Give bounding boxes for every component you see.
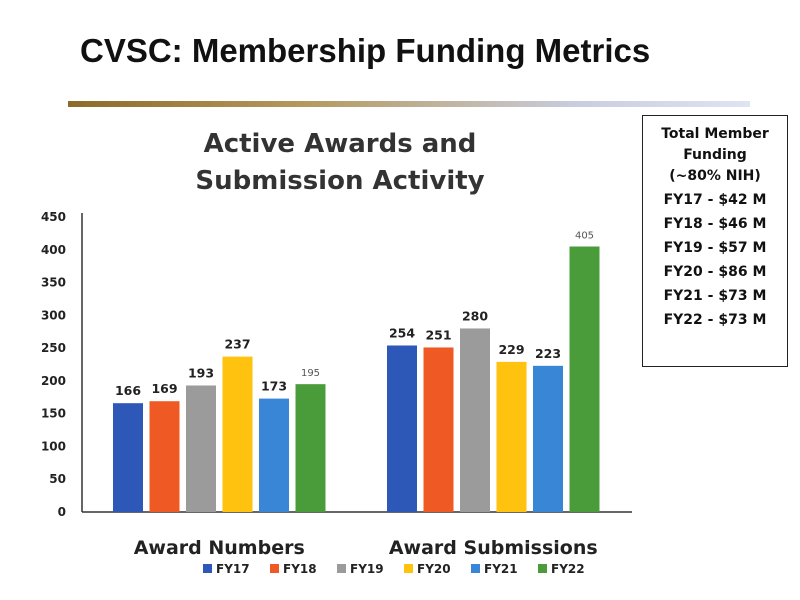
y-tick-label: 100 xyxy=(41,439,66,453)
bar-fy20-1 xyxy=(496,361,527,512)
data-label: 166 xyxy=(115,383,141,398)
data-label: 193 xyxy=(188,365,214,380)
legend-swatch-fy21 xyxy=(471,564,480,573)
funding-box-title-line-1: Total Member xyxy=(661,126,769,142)
funding-box-title-line-2: Funding xyxy=(683,147,747,163)
bar-fy19-0 xyxy=(186,385,216,512)
data-label: 195 xyxy=(301,368,320,379)
funding-line-fy17: FY17 - $42 M xyxy=(663,192,767,208)
y-tick-label: 400 xyxy=(41,243,66,257)
bar-fy19-1 xyxy=(460,328,490,512)
data-label: 405 xyxy=(575,231,594,242)
data-label: 254 xyxy=(389,325,415,340)
data-label: 280 xyxy=(462,308,488,323)
data-label: 173 xyxy=(261,379,287,394)
legend-label-fy18: FY18 xyxy=(283,562,317,576)
data-label: 229 xyxy=(498,342,524,357)
chart-title-line-2: Submission Activity xyxy=(195,166,485,196)
x-category-label: Award Numbers xyxy=(134,537,305,559)
slide-title: CVSC: Membership Funding Metrics xyxy=(80,32,651,69)
bar-fy18-1 xyxy=(423,347,454,512)
x-category-label: Award Submissions xyxy=(389,537,598,559)
bar-fy21-1 xyxy=(533,365,563,512)
funding-line-fy19: FY19 - $57 M xyxy=(663,240,767,256)
legend-swatch-fy20 xyxy=(404,564,413,573)
y-tick-label: 150 xyxy=(41,407,66,421)
data-label: 169 xyxy=(151,381,177,396)
data-label: 251 xyxy=(425,327,451,342)
legend-label-fy17: FY17 xyxy=(216,562,250,576)
bar-fy22-0 xyxy=(295,384,326,512)
y-tick-label: 0 xyxy=(58,505,66,519)
funding-line-fy21: FY21 - $73 M xyxy=(663,288,767,304)
legend-label-fy19: FY19 xyxy=(350,562,384,576)
y-tick-label: 300 xyxy=(41,308,66,322)
funding-line-fy20: FY20 - $86 M xyxy=(663,264,767,280)
funding-line-fy22: FY22 - $73 M xyxy=(663,312,767,328)
data-label: 223 xyxy=(535,346,561,361)
funding-box-title-line-3: (~80% NIH) xyxy=(669,168,761,184)
bar-fy20-0 xyxy=(222,356,253,512)
funding-summary-box: Total Member Funding (~80% NIH) FY17 - $… xyxy=(642,115,788,367)
chart-title-line-1: Active Awards and xyxy=(203,129,477,159)
legend-label-fy22: FY22 xyxy=(551,562,585,576)
y-tick-label: 50 xyxy=(49,472,66,486)
legend-swatch-fy22 xyxy=(538,564,547,573)
bar-fy18-0 xyxy=(149,401,180,512)
data-label: 237 xyxy=(224,337,250,352)
y-tick-label: 250 xyxy=(41,341,66,355)
legend-label-fy20: FY20 xyxy=(417,562,451,576)
y-tick-label: 450 xyxy=(41,210,66,224)
legend-label-fy21: FY21 xyxy=(484,562,518,576)
y-tick-label: 200 xyxy=(41,374,66,388)
legend-swatch-fy18 xyxy=(270,564,279,573)
title-divider xyxy=(68,101,750,107)
legend-swatch-fy19 xyxy=(337,564,346,573)
chart-title: Active Awards and Submission Activity xyxy=(180,126,500,200)
bar-fy17-1 xyxy=(387,345,417,512)
y-tick-label: 350 xyxy=(41,276,66,290)
legend-swatch-fy17 xyxy=(203,564,212,573)
funding-line-fy18: FY18 - $46 M xyxy=(663,216,767,232)
bar-fy22-1 xyxy=(569,246,600,512)
bar-fy21-0 xyxy=(259,398,289,512)
bar-fy17-0 xyxy=(113,403,143,512)
